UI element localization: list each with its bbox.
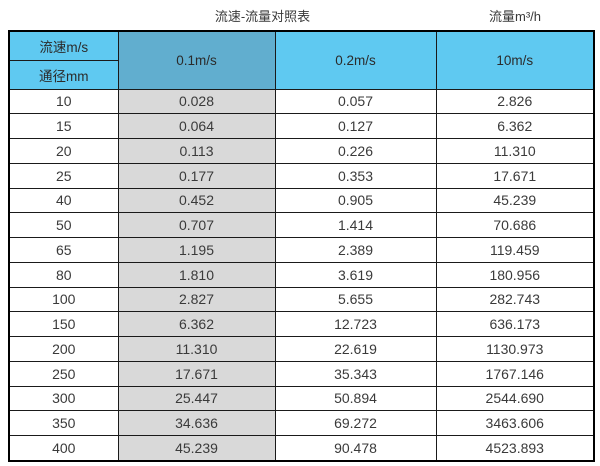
flow-value-cell: 1130.973 xyxy=(435,336,595,362)
flow-value-cell: 0.028 xyxy=(117,88,276,115)
diameter-cell: 100 xyxy=(8,286,119,313)
flow-value-cell: 0.057 xyxy=(274,88,437,115)
diameter-cell: 10 xyxy=(8,88,119,115)
diameter-cell: 80 xyxy=(8,261,119,288)
diameter-cell: 400 xyxy=(8,435,119,462)
table-row: 40 0.452 0.905 45.239 xyxy=(8,187,595,214)
table-row: 10 0.028 0.057 2.826 xyxy=(8,88,595,115)
flow-value-cell: 17.671 xyxy=(117,360,276,387)
flow-value-cell: 282.743 xyxy=(435,286,595,313)
flow-value-cell: 2.826 xyxy=(435,88,595,115)
diameter-cell: 50 xyxy=(8,212,119,238)
flow-value-cell: 0.177 xyxy=(117,162,276,189)
flow-value-cell: 45.239 xyxy=(117,435,276,462)
diameter-cell: 15 xyxy=(8,113,119,139)
flow-value-cell: 34.636 xyxy=(117,410,276,436)
header-row-bottom: 通径mm xyxy=(8,59,594,90)
diameter-cell: 250 xyxy=(8,360,119,387)
flow-value-cell: 1.195 xyxy=(117,237,276,263)
flow-value-cell: 2544.690 xyxy=(435,385,595,412)
diameter-cell: 40 xyxy=(8,187,119,214)
flow-value-cell: 1.414 xyxy=(274,212,437,238)
flow-value-cell: 0.353 xyxy=(274,162,437,189)
flow-value-cell: 0.707 xyxy=(117,212,276,238)
flow-value-cell: 0.226 xyxy=(274,138,437,164)
table-row: 150 6.362 12.723 636.173 xyxy=(8,311,595,337)
header-row-top: 流速m/s 0.1m/s 0.2m/s 10m/s xyxy=(8,30,595,90)
flow-value-cell: 0.127 xyxy=(274,113,437,139)
flow-value-cell: 25.447 xyxy=(117,385,276,412)
table-row: 250 17.671 35.343 1767.146 xyxy=(8,360,595,387)
flow-value-cell: 1767.146 xyxy=(435,360,595,387)
flow-value-cell: 2.389 xyxy=(274,237,437,263)
column-header-velocity-01: 0.1m/s xyxy=(117,30,276,90)
table-row: 25 0.177 0.353 17.671 xyxy=(8,162,595,189)
flow-value-cell: 3.619 xyxy=(274,261,437,288)
flow-value-cell: 4523.893 xyxy=(435,435,595,462)
diameter-cell: 350 xyxy=(8,410,119,436)
flow-value-cell: 11.310 xyxy=(117,336,276,362)
diameter-cell: 20 xyxy=(8,138,119,164)
flow-value-cell: 0.905 xyxy=(274,187,437,214)
flow-value-cell: 1.810 xyxy=(117,261,276,288)
flow-value-cell: 90.478 xyxy=(274,435,437,462)
page-title: 流速-流量对照表 xyxy=(214,9,311,24)
flow-value-cell: 35.343 xyxy=(274,360,437,387)
table-row: 100 2.827 5.655 282.743 xyxy=(8,286,595,313)
flow-value-cell: 6.362 xyxy=(435,113,595,139)
table-row: 15 0.064 0.127 6.362 xyxy=(8,113,595,139)
flow-value-cell: 70.686 xyxy=(435,212,595,238)
diameter-cell: 300 xyxy=(8,385,119,412)
flow-value-cell: 636.173 xyxy=(435,311,595,337)
flow-unit-label: 流量m³/h xyxy=(488,9,541,24)
table-row: 50 0.707 1.414 70.686 xyxy=(8,212,595,238)
table-row: 80 1.810 3.619 180.956 xyxy=(8,261,595,288)
diameter-cell: 65 xyxy=(8,237,119,263)
flow-value-cell: 2.827 xyxy=(117,286,276,313)
flow-value-cell: 45.239 xyxy=(435,187,595,214)
table-row: 65 1.195 2.389 119.459 xyxy=(8,237,595,263)
table-row: 400 45.239 90.478 4523.893 xyxy=(8,435,595,462)
column-header-velocity-10: 10m/s xyxy=(435,30,595,90)
flow-value-cell: 0.113 xyxy=(117,138,276,164)
diameter-cell: 25 xyxy=(8,162,119,189)
flow-value-cell: 69.272 xyxy=(274,410,437,436)
flow-rate-table: 流速m/s 0.1m/s 0.2m/s 10m/s 通径mm 10 0.028 0.… xyxy=(8,30,595,462)
column-header-velocity-02: 0.2m/s xyxy=(274,30,437,90)
table-row: 300 25.447 50.894 2544.690 xyxy=(8,385,595,412)
flow-value-cell: 6.362 xyxy=(117,311,276,337)
table-row: 350 34.636 69.272 3463.606 xyxy=(8,410,595,436)
diameter-cell: 200 xyxy=(8,336,119,362)
flow-value-cell: 3463.606 xyxy=(435,410,595,436)
flow-value-cell: 0.064 xyxy=(117,113,276,139)
flow-value-cell: 11.310 xyxy=(435,138,595,164)
table-body: 10 0.028 0.057 2.826 15 0.064 0.127 6.362 20 0.11… xyxy=(8,88,595,462)
flow-value-cell: 180.956 xyxy=(435,261,595,288)
flow-value-cell: 119.459 xyxy=(435,237,595,263)
corner-velocity-label: 流速m/s xyxy=(8,30,119,61)
flow-value-cell: 12.723 xyxy=(274,311,437,337)
diameter-cell: 150 xyxy=(8,311,119,337)
flow-value-cell: 50.894 xyxy=(274,385,437,412)
table-row: 200 11.310 22.619 1130.973 xyxy=(8,336,595,362)
table-header: 流速m/s 0.1m/s 0.2m/s 10m/s 通径mm xyxy=(8,30,595,90)
corner-diameter-label: 通径mm xyxy=(8,59,119,90)
flow-value-cell: 22.619 xyxy=(274,336,437,362)
flow-value-cell: 5.655 xyxy=(274,286,437,313)
table-row: 20 0.113 0.226 11.310 xyxy=(8,138,595,164)
flow-value-cell: 17.671 xyxy=(435,162,595,189)
flow-value-cell: 0.452 xyxy=(117,187,276,214)
